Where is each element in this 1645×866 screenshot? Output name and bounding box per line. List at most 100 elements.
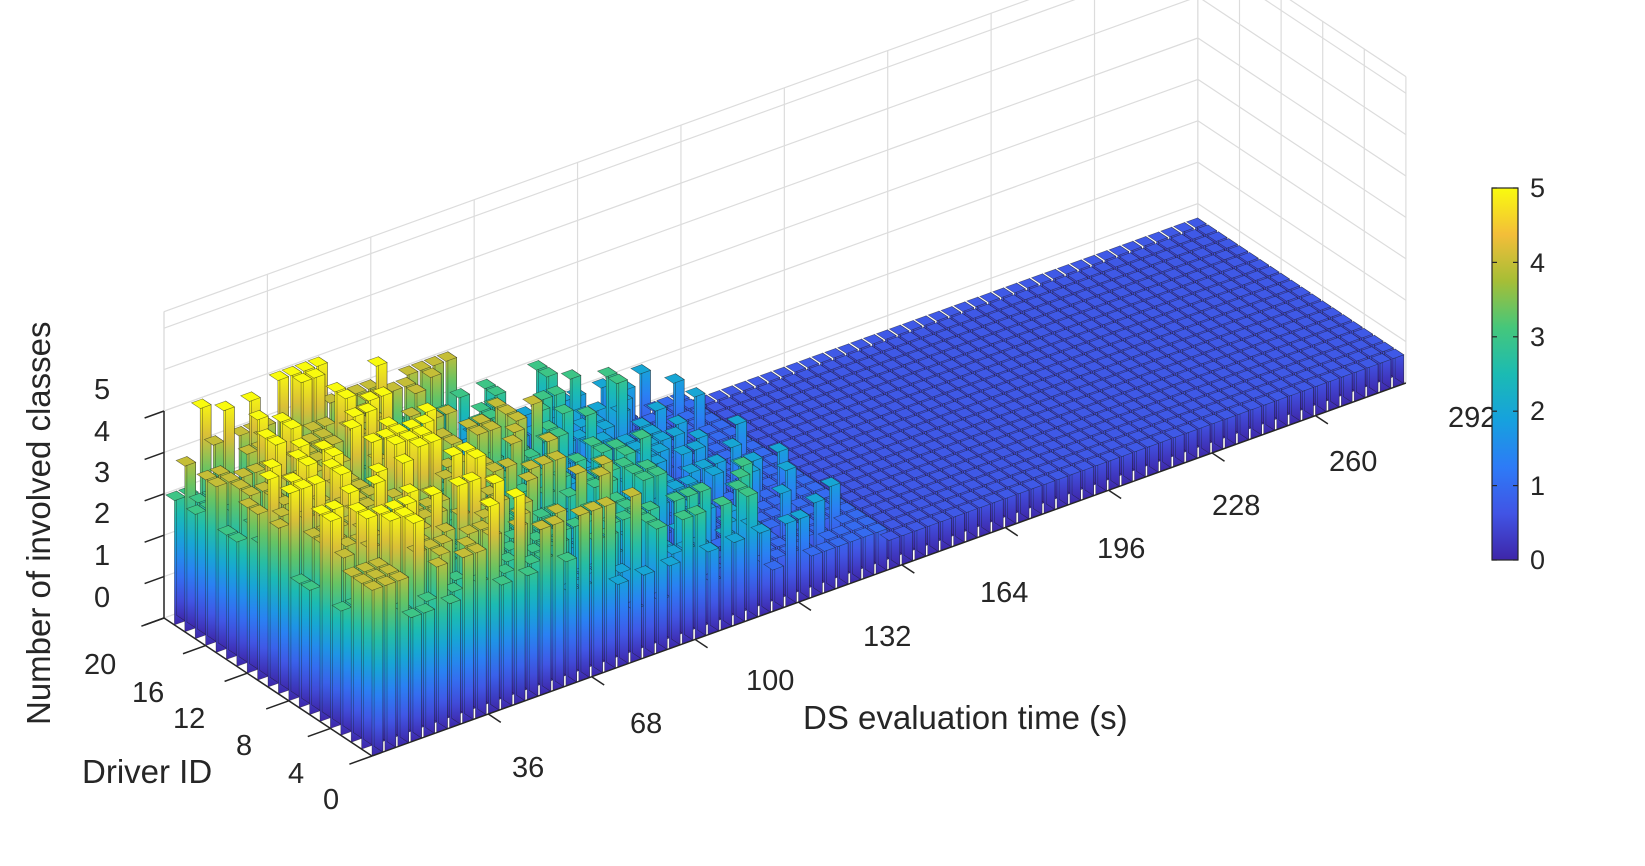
bar-top-face [948, 324, 970, 335]
bar-top-face [1005, 282, 1026, 294]
bar-top-face [1147, 231, 1169, 242]
bar-top-face [816, 382, 838, 394]
bar-top-face [780, 385, 802, 396]
bar-top-face [720, 385, 742, 396]
bar-top-face [209, 465, 231, 476]
bar-top-face [1069, 259, 1091, 270]
bar-top-face [1126, 270, 1148, 282]
bar-top-face [1157, 238, 1179, 249]
bar-side-face [259, 504, 269, 677]
bar-top-face [1103, 268, 1125, 280]
bar-top-face [1183, 229, 1205, 240]
bar-top-face [819, 371, 840, 382]
bar-top-face [731, 392, 753, 403]
bar-top-face [803, 387, 825, 398]
bar-top-face [1051, 287, 1073, 298]
bar-top-face [1030, 273, 1052, 284]
bar-top-face [237, 444, 259, 455]
bar-side-face [176, 490, 186, 622]
bar-top-face [715, 408, 737, 419]
bar-side-face [332, 511, 342, 726]
bar-side-face [207, 469, 217, 643]
bar-top-face [907, 350, 928, 361]
bar-top-face [873, 340, 895, 352]
bar-top-face [1185, 217, 1207, 228]
bar-top-face [1038, 291, 1060, 303]
bar-top-face [837, 343, 858, 354]
bar-top-face [196, 469, 218, 481]
bar-top-face [203, 435, 225, 446]
grid-line [163, 0, 1076, 329]
bar-top-face [1041, 280, 1063, 291]
bar-top-face [741, 399, 763, 410]
bar-top-face [883, 347, 905, 359]
bar-top-face [1131, 247, 1153, 259]
bar-top-face [1002, 294, 1024, 305]
bar-top-face [1121, 240, 1143, 252]
bar-top-face [1000, 305, 1021, 317]
bar-top-face [756, 382, 778, 394]
bar-top-face [739, 410, 760, 422]
bar-top-face [922, 333, 944, 345]
bar-top-face [847, 350, 869, 361]
bar-top-face [345, 383, 367, 395]
bar-top-face [676, 410, 698, 421]
bar-top-face [1056, 264, 1078, 275]
bar-top-face [940, 306, 962, 317]
bar-top-face [247, 409, 269, 421]
bar-top-face [325, 381, 347, 393]
bar-top-face [1090, 273, 1112, 284]
bar-top-face [909, 338, 931, 349]
bar-top-face [767, 389, 789, 401]
bar-top-face [312, 427, 334, 439]
bar-top-face [754, 394, 776, 405]
bar-top-face [733, 380, 755, 392]
bar-top-face [793, 380, 815, 391]
bar-top-face [663, 373, 685, 384]
bar-top-face [829, 378, 851, 389]
bar-top-face [894, 354, 915, 366]
bar-top-face [185, 504, 207, 515]
bar-top-face [945, 336, 967, 347]
bar-top-face [860, 345, 882, 357]
bar-top-face [1139, 266, 1161, 277]
bar-top-face [436, 351, 458, 362]
bar-top-face [1196, 224, 1218, 235]
bar-side-face [311, 580, 321, 712]
bar-top-face [984, 322, 1006, 333]
bar-top-face [1206, 231, 1228, 242]
bar-top-face [1142, 254, 1164, 266]
bar-top-face [728, 403, 750, 415]
bar-top-face [1095, 250, 1117, 261]
bar-top-face [449, 388, 471, 399]
bar-top-face [1010, 312, 1032, 324]
bar-top-face [1015, 289, 1037, 301]
bar-top-face [932, 340, 954, 352]
bar-top-face [1075, 289, 1096, 300]
bar-top-face [824, 348, 846, 359]
bar-top-face [785, 362, 807, 373]
bar-top-face [777, 396, 799, 408]
bar-top-face [485, 385, 507, 397]
bar-top-face [979, 292, 1001, 303]
bar-top-face [560, 369, 582, 380]
bar-top-face [992, 287, 1014, 298]
bar-top-face [1080, 266, 1101, 277]
bar-side-face [249, 497, 259, 670]
bar-top-face [307, 356, 329, 367]
bar-top-face [958, 331, 980, 342]
bar-top-face [821, 359, 843, 371]
bar-top-face [798, 357, 820, 368]
bar-top-face [410, 360, 432, 372]
bar-top-face [811, 352, 833, 364]
bar-top-face [596, 366, 618, 378]
bar-top-face [899, 331, 921, 343]
bar-top-face [1023, 308, 1045, 319]
bar-top-face [1113, 275, 1135, 286]
bar-top-face [315, 416, 336, 427]
bar-top-face [857, 357, 879, 368]
bar-top-face [175, 456, 197, 467]
bar-top-face [291, 372, 313, 384]
bar-top-face [1173, 222, 1194, 233]
bar-top-face [937, 317, 959, 329]
